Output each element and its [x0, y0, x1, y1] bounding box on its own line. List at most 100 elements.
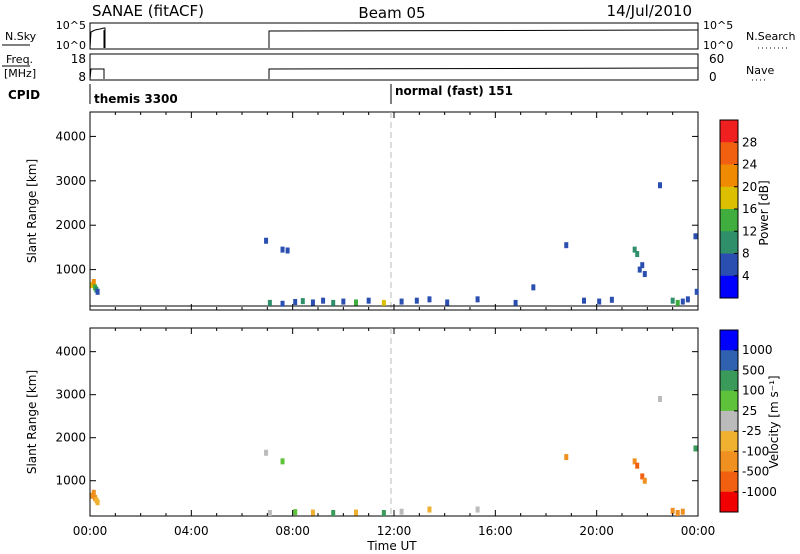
nsky-tick-bottom: 10^0: [56, 39, 86, 52]
colorbar-tick-label: 100: [742, 384, 765, 398]
data-point: [427, 296, 432, 303]
data-point: [531, 284, 536, 291]
data-point: [280, 246, 285, 253]
x-axis-label: Time UT: [366, 539, 417, 553]
date-title: 14/Jul/2010: [607, 2, 692, 20]
data-point: [331, 509, 336, 516]
data-point: [670, 507, 675, 514]
x-tick-label: 00:00: [681, 524, 716, 538]
data-point: [264, 449, 269, 456]
data-point: [285, 247, 290, 254]
data-point: [635, 462, 640, 469]
data-point: [642, 271, 647, 278]
colorbar-swatch: [720, 120, 738, 143]
data-point: [293, 299, 298, 306]
data-point: [399, 508, 404, 515]
data-point: [564, 454, 569, 461]
colorbar-swatch: [720, 451, 738, 473]
data-point: [642, 477, 647, 484]
beam-title: Beam 05: [358, 4, 425, 22]
data-point: [95, 288, 100, 295]
colorbar-swatch: [720, 491, 738, 513]
x-tick-label: 08:00: [275, 524, 310, 538]
data-point: [310, 299, 315, 306]
data-point: [354, 509, 358, 516]
data-point: [685, 296, 690, 303]
data-point: [300, 298, 305, 305]
data-point: [637, 266, 642, 273]
colorbar-swatch: [720, 275, 738, 299]
colorbar-tick-label: 25: [742, 404, 757, 418]
y-tick-label: 1000: [55, 263, 86, 277]
colorbar-swatch: [720, 410, 738, 432]
radar-title: SANAE (fitACF): [92, 2, 204, 20]
nsearch-tick-bottom: 10^0: [703, 39, 733, 52]
colorbar-tick-label: 16: [742, 202, 757, 216]
data-point: [354, 299, 358, 306]
data-point: [381, 299, 386, 306]
x-tick-label: 00:00: [73, 524, 108, 538]
velocity-panel: Slant Range [km] 1000 2000 3000 4000 1000 50…: [25, 327, 781, 517]
data-point: [632, 246, 637, 253]
x-tick-label: 16:00: [478, 524, 513, 538]
data-point: [267, 509, 272, 516]
colorbar-tick-label: 24: [742, 158, 757, 172]
freq-panel: Freq. [MHz] 18 8 60 0 Nave: [2, 52, 774, 84]
x-tick-label: 20:00: [579, 524, 614, 538]
data-point: [91, 489, 96, 496]
data-point: [264, 237, 269, 244]
data-point: [658, 395, 662, 402]
data-point: [95, 499, 100, 506]
data-point: [694, 288, 699, 295]
cpid-mode-1: themis 3300: [94, 92, 178, 106]
data-point: [693, 445, 698, 452]
freq-label-2: [MHz]: [4, 67, 36, 80]
power-panel: Slant Range [km] 1000 2000 3000 4000 4 8 12 16…: [25, 111, 771, 311]
data-point: [381, 509, 386, 516]
power-colorbar-label: Power [dB]: [757, 180, 771, 245]
colorbar-swatch: [720, 209, 738, 232]
colorbar-swatch: [720, 186, 738, 210]
data-point: [310, 509, 315, 516]
colorbar-tick-label: 1000: [742, 343, 773, 357]
data-point: [658, 182, 662, 189]
cpid-mode-2: normal (fast) 151: [395, 84, 513, 98]
data-point: [366, 297, 371, 304]
colorbar-swatch: [720, 431, 738, 452]
data-point: [267, 299, 272, 306]
y-tick-label: 2000: [55, 218, 86, 232]
freq-tick-top: 18: [71, 52, 86, 66]
velocity-ylabel: Slant Range [km]: [25, 370, 39, 474]
data-point: [475, 296, 480, 303]
colorbar-tick-label: 8: [742, 247, 750, 261]
data-point: [280, 458, 285, 465]
nsky-trace: [89, 27, 699, 49]
y-tick-label: 1000: [55, 474, 86, 488]
data-point: [609, 296, 614, 303]
data-point: [582, 297, 586, 304]
nsky-tick-top: 10^5: [56, 19, 86, 32]
data-point: [91, 279, 96, 286]
data-point: [427, 506, 432, 513]
data-point: [90, 492, 95, 499]
data-point: [445, 299, 450, 306]
nsearch-label: N.Search: [746, 30, 796, 43]
nave-label: Nave: [746, 64, 774, 77]
colorbar-swatch: [720, 471, 738, 493]
data-point: [513, 299, 518, 306]
nave-tick-top: 60: [709, 52, 724, 66]
y-tick-label: 4000: [55, 345, 86, 359]
data-point: [597, 298, 602, 305]
colorbar-swatch: [720, 142, 738, 165]
colorbar-frame: [719, 329, 739, 513]
colorbar-swatch: [720, 253, 738, 277]
data-point: [399, 298, 404, 305]
colorbar-tick-label: -500: [742, 465, 769, 479]
cpid-row: CPID themis 3300 normal (fast) 151: [8, 84, 513, 106]
nsky-label: N.Sky: [5, 30, 37, 43]
data-point: [693, 233, 698, 240]
data-point: [280, 300, 285, 307]
colorbar-swatch: [720, 164, 738, 188]
nsearch-tick-top: 10^5: [703, 19, 733, 32]
